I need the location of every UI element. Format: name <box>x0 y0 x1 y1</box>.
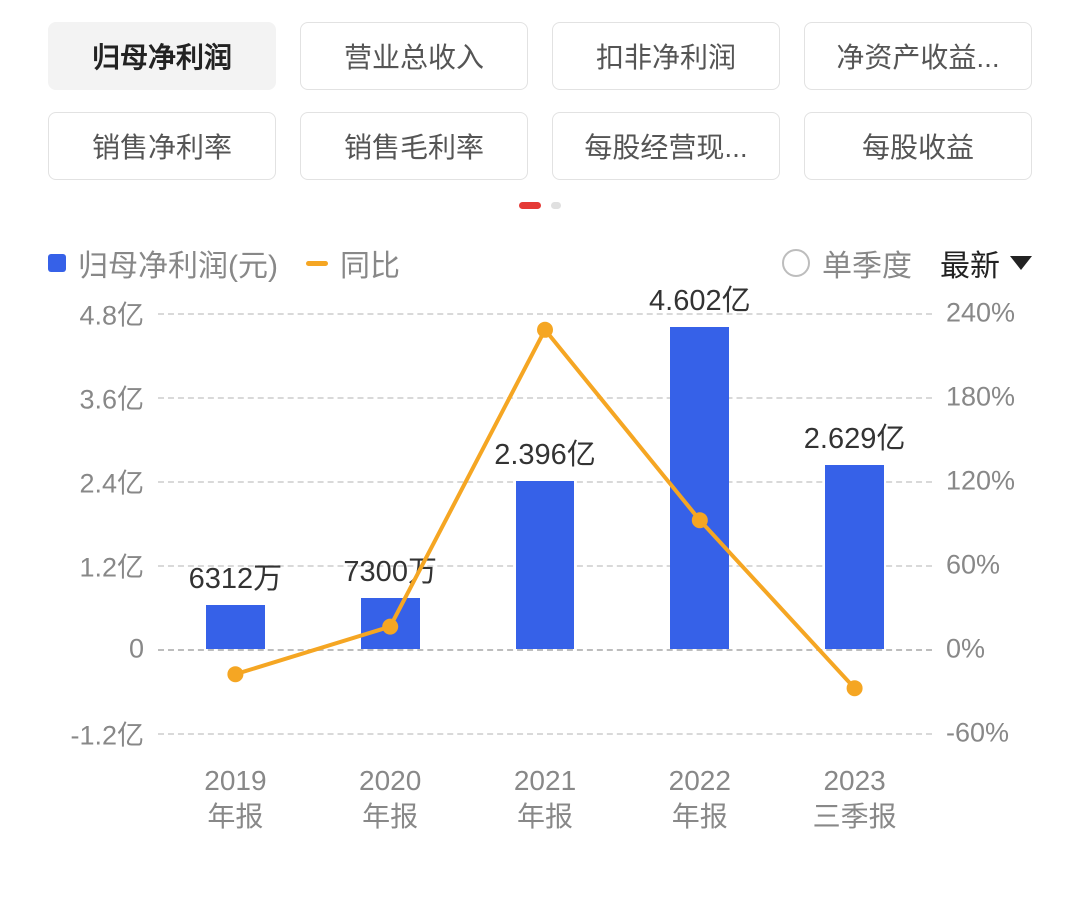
pager-dot[interactable] <box>551 202 561 209</box>
period-dropdown-label: 最新 <box>940 241 1000 285</box>
metric-tab[interactable]: 销售净利率 <box>48 112 276 180</box>
line-marker[interactable] <box>227 666 243 682</box>
legend-line-label: 同比 <box>340 241 400 285</box>
x-category: 2021年报 <box>514 763 576 836</box>
x-category: 2019年报 <box>204 763 266 836</box>
line-marker[interactable] <box>847 680 863 696</box>
radio-icon <box>782 249 810 277</box>
line-marker[interactable] <box>382 619 398 635</box>
legend-bar-swatch <box>48 254 66 272</box>
legend-bar: 归母净利润(元) <box>48 241 278 285</box>
chevron-down-icon <box>1010 256 1032 270</box>
legend-line: 同比 <box>306 241 400 285</box>
metric-tabs: 归母净利润营业总收入扣非净利润净资产收益... 销售净利率销售毛利率每股经营现.… <box>0 0 1080 209</box>
metric-tab[interactable]: 每股收益 <box>804 112 1032 180</box>
quarter-toggle[interactable]: 单季度 <box>782 241 912 285</box>
metric-tab[interactable]: 归母净利润 <box>48 22 276 90</box>
quarter-toggle-label: 单季度 <box>822 241 912 285</box>
metric-tab[interactable]: 销售毛利率 <box>300 112 528 180</box>
metric-tab[interactable]: 净资产收益... <box>804 22 1032 90</box>
metric-tab[interactable]: 营业总收入 <box>300 22 528 90</box>
x-category: 2020年报 <box>359 763 421 836</box>
metric-tab[interactable]: 每股经营现... <box>552 112 780 180</box>
line-marker[interactable] <box>537 322 553 338</box>
pager-dot[interactable] <box>519 202 541 209</box>
legend-bar-label: 归母净利润(元) <box>78 241 278 285</box>
x-category: 2022年报 <box>669 763 731 836</box>
metric-tabs-row-2: 销售净利率销售毛利率每股经营现... 每股收益 <box>48 112 1032 180</box>
period-dropdown[interactable]: 最新 <box>940 241 1032 285</box>
line-marker[interactable] <box>692 512 708 528</box>
legend-row: 归母净利润(元) 同比 单季度 最新 <box>0 223 1080 293</box>
metric-tab[interactable]: 扣非净利润 <box>552 22 780 90</box>
metric-tabs-row-1: 归母净利润营业总收入扣非净利润净资产收益... <box>48 22 1032 90</box>
x-category: 2023三季报 <box>813 763 897 836</box>
profit-chart: -1.2亿-60%00%1.2亿60%2.4亿120%3.6亿180%4.8亿2… <box>48 293 1032 843</box>
legend-line-swatch <box>306 261 328 266</box>
tab-pager-dots[interactable] <box>48 202 1032 209</box>
trend-line <box>48 293 1032 793</box>
